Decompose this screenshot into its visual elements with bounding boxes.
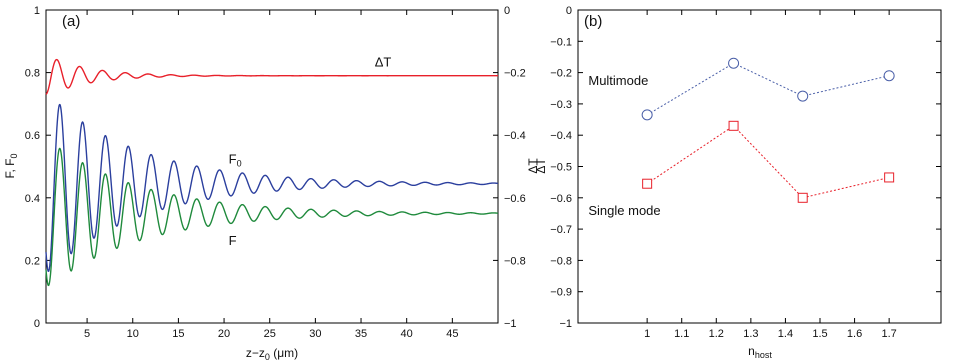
- panel-b-y-tick-label: −0.8: [550, 255, 572, 267]
- panel-b-x-tick-label: 1.2: [709, 328, 724, 340]
- panel-b-y-tick-label: −0.5: [550, 162, 572, 174]
- panel-b-series-line-0: [646, 62, 890, 116]
- panel-b-chart: 1 1.1 1.2 1.3 1.4 1.5 1.6 1.7 0 −0.1 −0.2 −0.3 −0.4 −…: [526, 5, 942, 360]
- panel-b-y-axis-label: ΔT: [526, 158, 540, 174]
- panel-a-y-axis-right-label: ΔT: [534, 158, 548, 174]
- panel-b-point-1: [884, 172, 895, 183]
- panel-a-y-left-tick-label: 0.2: [25, 255, 40, 267]
- panel-a-x-tick-label: 40: [401, 328, 413, 340]
- panel-b-label: (b): [584, 13, 602, 30]
- panel-a-x-tick-label: 10: [127, 328, 139, 340]
- panel-b-x-axis-label: nhost: [748, 344, 772, 360]
- panel-a-series-line-1: [45, 103, 499, 272]
- panel-a-y-left-tick-label: 0: [34, 318, 40, 330]
- panel-a-x-tick-label: 30: [309, 328, 321, 340]
- panel-a-series-label-0: ΔT: [375, 54, 392, 69]
- panel-a-y-right-tick-label: −0.2: [504, 68, 526, 80]
- panel-b-y-tick-label: −1: [559, 318, 572, 330]
- panel-b-y-tick-label: −0.2: [550, 68, 572, 80]
- panel-a-x-axis-label: z−z0 (μm): [246, 346, 298, 362]
- panel-b-x-tick-label: 1.4: [778, 328, 793, 340]
- panel-b-point-0: [797, 90, 809, 102]
- panel-b-point-1: [642, 178, 653, 189]
- panel-a-x-tick-label: 45: [446, 328, 458, 340]
- panel-b-point-0: [728, 57, 740, 69]
- panel-a-y-left-tick-label: 0.4: [25, 193, 40, 205]
- panel-b-x-tick-label: 1.1: [674, 328, 689, 340]
- panel-a-series-label-2: F: [229, 233, 237, 248]
- panel-b-point-1: [728, 120, 739, 131]
- panel-b-y-tick-label: −0.7: [550, 224, 572, 236]
- panel-b-point-0: [883, 70, 895, 82]
- panel-a-y-right-tick-label: 0: [504, 5, 510, 17]
- panel-a-x-tick-label: 25: [264, 328, 276, 340]
- panel-a-y-right-tick-label: −0.4: [504, 130, 526, 142]
- panel-a-series-line-2: [45, 147, 499, 287]
- panel-a-series: [45, 58, 499, 287]
- panel-a-series-label-1: F0: [229, 151, 242, 168]
- panel-b-y-tick-label: −0.3: [550, 99, 572, 111]
- panel-a-y-right-tick-label: −0.6: [504, 193, 526, 205]
- panel-b-series-label-0: Multimode: [588, 73, 648, 88]
- panel-a-x-tick-label: 35: [355, 328, 367, 340]
- panel-b-x-tick-label: 1.7: [881, 328, 896, 340]
- panel-a-series-labels: ΔT F0 F: [229, 54, 392, 247]
- panel-a-y-axis-left-label: F, F0: [3, 153, 19, 178]
- panel-a-y-right-tick-label: −1: [504, 318, 517, 330]
- panel-b-x-tick-label: 1.6: [847, 328, 862, 340]
- panel-b-y-tick-label: −0.6: [550, 193, 572, 205]
- panel-b-y-tick-label: −0.1: [550, 36, 572, 48]
- panel-a-label: (a): [62, 13, 80, 30]
- panel-a-series-line-0: [45, 58, 498, 95]
- panel-b-x-tick-label: 1: [644, 328, 650, 340]
- panel-b-y-tick-label: −0.9: [550, 287, 572, 299]
- panel-b-series-label-1: Single mode: [588, 203, 660, 218]
- panel-b-series-line-1: [646, 125, 890, 199]
- panel-b-y-tick-label: −0.4: [550, 130, 572, 142]
- panel-a-x-tick-label: 20: [218, 328, 230, 340]
- panel-b-x-tick-label: 1.5: [812, 328, 827, 340]
- panel-b-point-0: [641, 109, 653, 121]
- panel-b-y-tick-label: 0: [566, 5, 572, 17]
- panel-a-y-left-tick-label: 0.8: [25, 68, 40, 80]
- panel-a-y-right-tick-label: −0.8: [504, 255, 526, 267]
- panel-b-point-1: [797, 192, 808, 203]
- panel-a-y-left-tick-label: 1: [34, 5, 40, 17]
- panel-a-y-left-tick-label: 0.6: [25, 130, 40, 142]
- panel-b-ticks: 1 1.1 1.2 1.3 1.4 1.5 1.6 1.7 0 −0.1 −0.2 −0.3 −0.4 −…: [550, 5, 941, 340]
- panel-b-series-labels: Multimode Single mode: [588, 73, 660, 218]
- panel-a-plot-frame: [45, 9, 499, 324]
- panel-b-series: [641, 57, 895, 203]
- panel-b-plot-frame: [577, 9, 942, 324]
- panel-b-x-tick-label: 1.3: [743, 328, 758, 340]
- panel-a-x-tick-label: 5: [84, 328, 90, 340]
- panel-a-x-tick-label: 15: [172, 328, 184, 340]
